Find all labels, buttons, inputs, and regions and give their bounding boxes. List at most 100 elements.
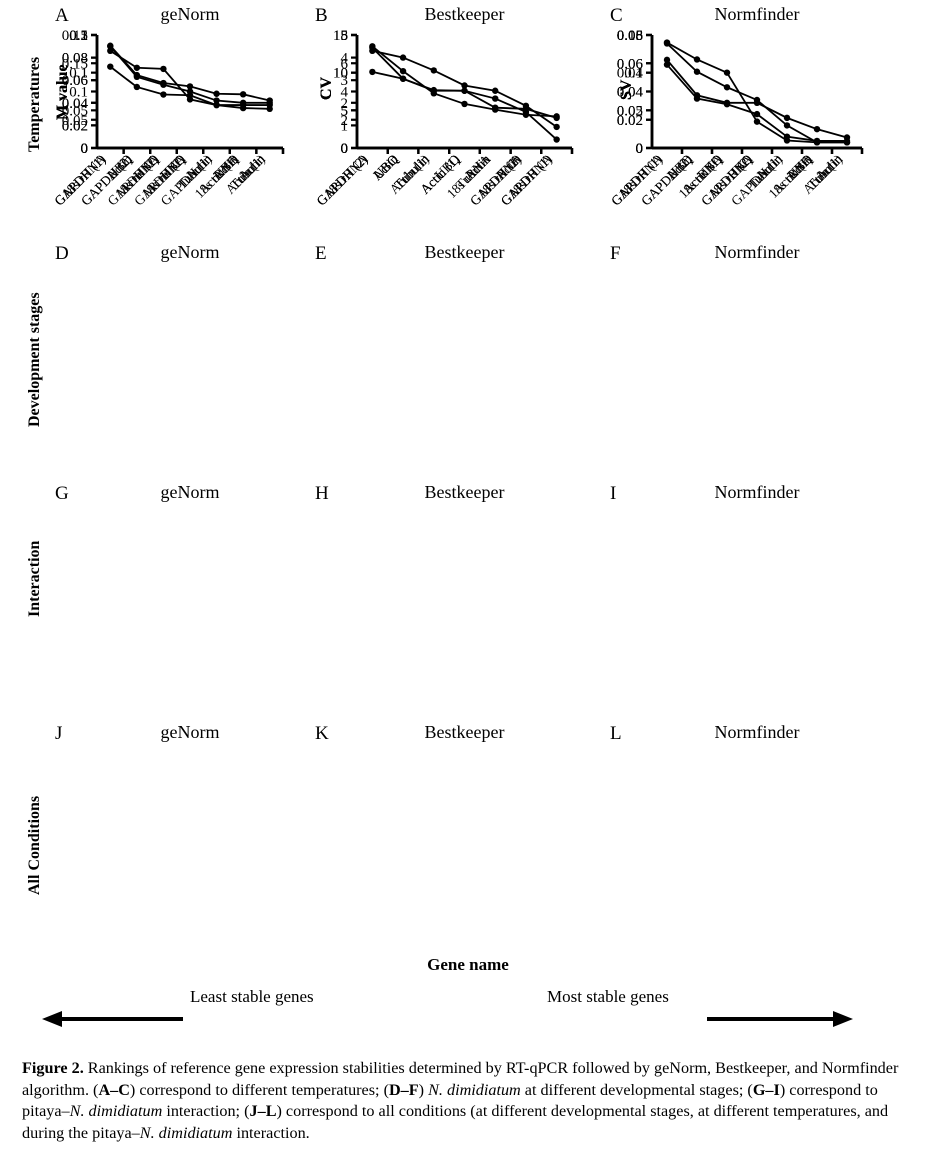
- panel-letter-g: G: [55, 483, 69, 504]
- panel-title-h: Bestkeeper: [424, 482, 505, 502]
- y-tick-label: 0: [636, 141, 644, 157]
- y-tick-label: 15: [333, 28, 348, 44]
- y-tick-label: 0.15: [62, 56, 88, 72]
- panel-title-i: Normfinder: [714, 482, 800, 502]
- y-tick-label: 0: [81, 141, 89, 157]
- y-tick-label: 10: [333, 66, 348, 82]
- panel-letter-a: A: [55, 5, 69, 26]
- y-tick-label: 0: [341, 141, 349, 157]
- y-tick-label: 4: [341, 51, 349, 67]
- panel-letter-h: H: [315, 483, 329, 504]
- data-point: [266, 105, 273, 113]
- panel-k: K Bestkeeper CV 0 5 10 15 GAPDH (2) UBQ Tubulin Ac…: [300, 28, 590, 954]
- panel-title-f: Normfinder: [714, 242, 800, 262]
- panel-title-b: Bestkeeper: [424, 4, 505, 24]
- figure-caption: Figure 2. Rankings of reference gene exp…: [22, 1058, 918, 1144]
- y-tick-label: 0.02: [62, 118, 88, 134]
- y-tick-label: 0.06: [62, 73, 89, 89]
- y-tick-label: 0.04: [617, 85, 644, 101]
- data-point: [492, 104, 499, 111]
- data-point: [213, 97, 220, 104]
- y-tick-label: 0.06: [617, 56, 644, 72]
- y-tick-label: 5: [341, 28, 349, 44]
- y-tick-label: 0: [636, 141, 644, 157]
- panel-letter-c: C: [610, 5, 623, 26]
- data-point: [753, 110, 761, 118]
- y-tick-label: 0.04: [62, 96, 89, 112]
- data-point: [430, 87, 437, 94]
- data-point: [213, 90, 220, 97]
- data-point: [813, 125, 821, 133]
- data-point: [107, 42, 114, 49]
- y-tick-label: 0.06: [62, 73, 89, 89]
- y-tick-label: 8: [341, 28, 349, 44]
- data-point: [693, 92, 701, 99]
- y-tick-label: 0.1: [69, 66, 88, 82]
- data-point: [461, 82, 468, 89]
- y-tick-label: 0.1: [69, 28, 88, 44]
- data-point: [369, 43, 376, 50]
- data-point: [186, 88, 194, 95]
- y-tick-label: 0.02: [617, 113, 643, 129]
- panel-h: H Bestkeeper CV 0 1 2 3 4 5 18s rRNA Actin Actin (1…: [300, 28, 590, 714]
- y-tick-label: 3: [341, 73, 349, 89]
- data-point: [461, 87, 468, 94]
- data-point: [783, 133, 791, 140]
- y-tick-label: 0.05: [62, 103, 88, 119]
- caption-body: Rankings of reference gene expression st…: [22, 1059, 899, 1142]
- data-point: [843, 134, 851, 141]
- panel-e: E Bestkeeper CV 0 5 10 15 GAPDH (2) UBQ Tubulin Ac…: [300, 28, 590, 474]
- panel-letter-b: B: [315, 5, 328, 26]
- y-tick-label: 4: [341, 85, 349, 101]
- data-point: [160, 79, 167, 87]
- panel-title-k: Bestkeeper: [424, 722, 505, 742]
- y-tick-label: 0: [341, 141, 349, 157]
- data-point: [492, 87, 499, 94]
- y-tick-label: 1: [341, 118, 349, 134]
- data-point: [783, 114, 791, 122]
- panel-letter-j: J: [55, 723, 63, 744]
- y-tick-label: 0.2: [69, 28, 88, 44]
- caption-label: Figure 2.: [22, 1059, 84, 1077]
- panel-i: I Normfinder SV 0 0.02 0.04 0.06 0.08 18s rRNA Ac…: [610, 28, 900, 714]
- y-tick-label: 0.08: [617, 28, 643, 44]
- y-tick-label: 0.15: [617, 28, 643, 44]
- least-stable-arrow: [42, 1011, 183, 1027]
- data-point: [186, 83, 194, 90]
- data-point: [813, 137, 821, 145]
- y-tick-label: 2: [341, 113, 349, 129]
- data-point: [133, 83, 141, 91]
- y-tick-label: 0.08: [62, 51, 88, 67]
- data-point: [723, 84, 731, 91]
- panel-letter-e: E: [315, 243, 327, 264]
- data-point: [492, 95, 499, 102]
- data-point: [522, 105, 530, 113]
- y-tick-label: 0: [81, 141, 89, 157]
- y-tick-label: 0.06: [617, 28, 644, 44]
- y-tick-label: 0.04: [617, 85, 644, 101]
- most-stable-arrow: [707, 1011, 853, 1027]
- panel-letter-f: F: [610, 243, 621, 264]
- y-tick-label: 0.04: [62, 96, 89, 112]
- y-tick-label: 0.1: [624, 66, 643, 82]
- y-tick-label: 0.05: [617, 103, 643, 119]
- least-stable-genes-note: Least stable genes: [190, 987, 314, 1006]
- data-point: [663, 40, 671, 47]
- data-point: [553, 123, 560, 131]
- data-point: [160, 65, 167, 73]
- panel-l: L Normfinder SV 0 0.05 0.1 0.15 GAPDH (1) UBQ Act…: [608, 28, 900, 954]
- panel-title-c: Normfinder: [714, 4, 800, 24]
- y-tick-label: 0: [81, 141, 89, 157]
- y-tick-label: 5: [341, 103, 349, 119]
- panel-f: F Normfinder SV 0 0.02 0.04 0.06 0.08 GAPDH (1) G…: [608, 28, 900, 474]
- panel-letter-l: L: [610, 723, 622, 744]
- data-point: [369, 68, 376, 76]
- y-tick-label: 0.08: [62, 51, 88, 67]
- data-point: [553, 136, 560, 143]
